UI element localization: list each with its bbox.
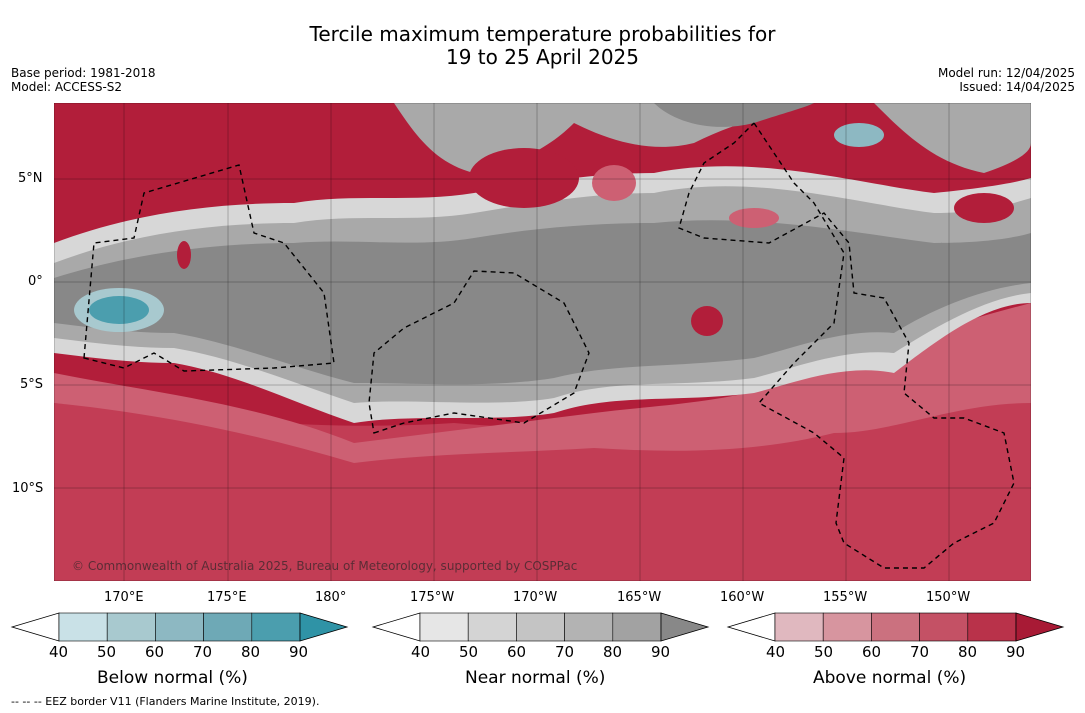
near-normal-north-patch bbox=[874, 103, 1031, 173]
above-normal-small-patch bbox=[177, 241, 191, 269]
near-colorbar-segment bbox=[467, 612, 517, 642]
above-tick-80: 80 bbox=[958, 643, 978, 661]
below-colorbar-segment bbox=[106, 612, 156, 642]
above-colorbar-segment bbox=[967, 612, 1017, 642]
below-colorbar-segment bbox=[251, 612, 301, 642]
eez-borders bbox=[83, 122, 1015, 569]
above-tick-70: 70 bbox=[910, 643, 930, 661]
above-colorbar-max-arrow bbox=[1015, 612, 1065, 642]
above-normal-north-patch bbox=[469, 148, 579, 208]
near-colorbar-segment bbox=[516, 612, 565, 642]
colorbars bbox=[10, 612, 1065, 642]
below-normal-label: Below normal (%) bbox=[97, 668, 248, 688]
lon-label-155w: 155°W bbox=[823, 590, 868, 605]
near-colorbar-segment bbox=[564, 612, 614, 642]
below-tick-40: 40 bbox=[49, 643, 69, 661]
lat-label-10s: 10°S bbox=[12, 481, 44, 496]
above-normal-label: Above normal (%) bbox=[813, 668, 967, 688]
near-normal-north-core bbox=[654, 103, 814, 127]
map-copyright: © Commonwealth of Australia 2025, Bureau… bbox=[72, 559, 577, 573]
above-tick-50: 50 bbox=[814, 643, 834, 661]
lon-label-160w: 160°W bbox=[720, 590, 765, 605]
eez-footnote: -- -- -- EEZ border V11 (Flanders Marine… bbox=[11, 695, 320, 708]
above-colorbar-segment bbox=[822, 612, 872, 642]
above-normal-north-patch bbox=[729, 208, 779, 228]
below-normal-patch bbox=[834, 123, 884, 147]
graticule bbox=[54, 103, 1031, 581]
lon-label-180: 180° bbox=[315, 590, 347, 605]
near-tick-90: 90 bbox=[651, 643, 671, 661]
below-colorbar-min-arrow bbox=[10, 612, 60, 642]
below-colorbar-segment bbox=[203, 612, 253, 642]
lon-label-175e: 175°E bbox=[207, 590, 247, 605]
below-colorbar-segment bbox=[58, 612, 108, 642]
lon-label-150w: 150°W bbox=[926, 590, 971, 605]
above-colorbar-segment bbox=[871, 612, 920, 642]
near-tick-50: 50 bbox=[459, 643, 479, 661]
above-colorbar-min-arrow bbox=[726, 612, 776, 642]
below-tick-80: 80 bbox=[241, 643, 261, 661]
lat-label-5s: 5°S bbox=[20, 377, 44, 392]
above-normal-north-patch bbox=[954, 193, 1014, 223]
above-normal-mid-band bbox=[54, 353, 1031, 581]
near-tick-70: 70 bbox=[555, 643, 575, 661]
issued-date: Issued: 14/04/2025 bbox=[959, 80, 1075, 94]
above-normal-small-patch bbox=[691, 306, 723, 336]
below-tick-60: 60 bbox=[145, 643, 165, 661]
above-tick-60: 60 bbox=[862, 643, 882, 661]
lon-label-165w: 165°W bbox=[617, 590, 662, 605]
above-colorbar-segment bbox=[774, 612, 824, 642]
lat-label-5n: 5°N bbox=[18, 171, 43, 186]
near-colorbar-max-arrow bbox=[660, 612, 710, 642]
above-tick-40: 40 bbox=[766, 643, 786, 661]
near-tick-60: 60 bbox=[507, 643, 527, 661]
below-tick-90: 90 bbox=[289, 643, 309, 661]
near-colorbar-min-arrow bbox=[371, 612, 421, 642]
near-tick-40: 40 bbox=[411, 643, 431, 661]
above-colorbar-segment bbox=[919, 612, 969, 642]
probability-map: © Commonwealth of Australia 2025, Bureau… bbox=[54, 103, 1031, 581]
map-title-line1: Tercile maximum temperature probabilitie… bbox=[309, 22, 776, 46]
near-tick-80: 80 bbox=[603, 643, 623, 661]
lat-label-0: 0° bbox=[28, 274, 43, 289]
lon-label-170w: 170°W bbox=[513, 590, 558, 605]
map-title-line2: 19 to 25 April 2025 bbox=[445, 45, 640, 69]
model-name: Model: ACCESS-S2 bbox=[11, 80, 123, 94]
below-tick-70: 70 bbox=[193, 643, 213, 661]
near-normal-label: Near normal (%) bbox=[465, 668, 606, 688]
below-normal-patch bbox=[89, 296, 149, 324]
lon-label-170e: 170°E bbox=[104, 590, 144, 605]
above-normal-north-patch bbox=[592, 165, 636, 201]
model-run: Model run: 12/04/2025 bbox=[937, 66, 1075, 80]
base-period: Base period: 1981-2018 bbox=[11, 66, 156, 80]
above-tick-90: 90 bbox=[1006, 643, 1026, 661]
near-colorbar-segment bbox=[419, 612, 469, 642]
lon-label-175w: 175°W bbox=[410, 590, 455, 605]
near-colorbar-segment bbox=[612, 612, 662, 642]
below-tick-50: 50 bbox=[97, 643, 117, 661]
below-colorbar-segment bbox=[155, 612, 204, 642]
below-colorbar-max-arrow bbox=[299, 612, 349, 642]
above-normal-light-band bbox=[54, 303, 1031, 463]
